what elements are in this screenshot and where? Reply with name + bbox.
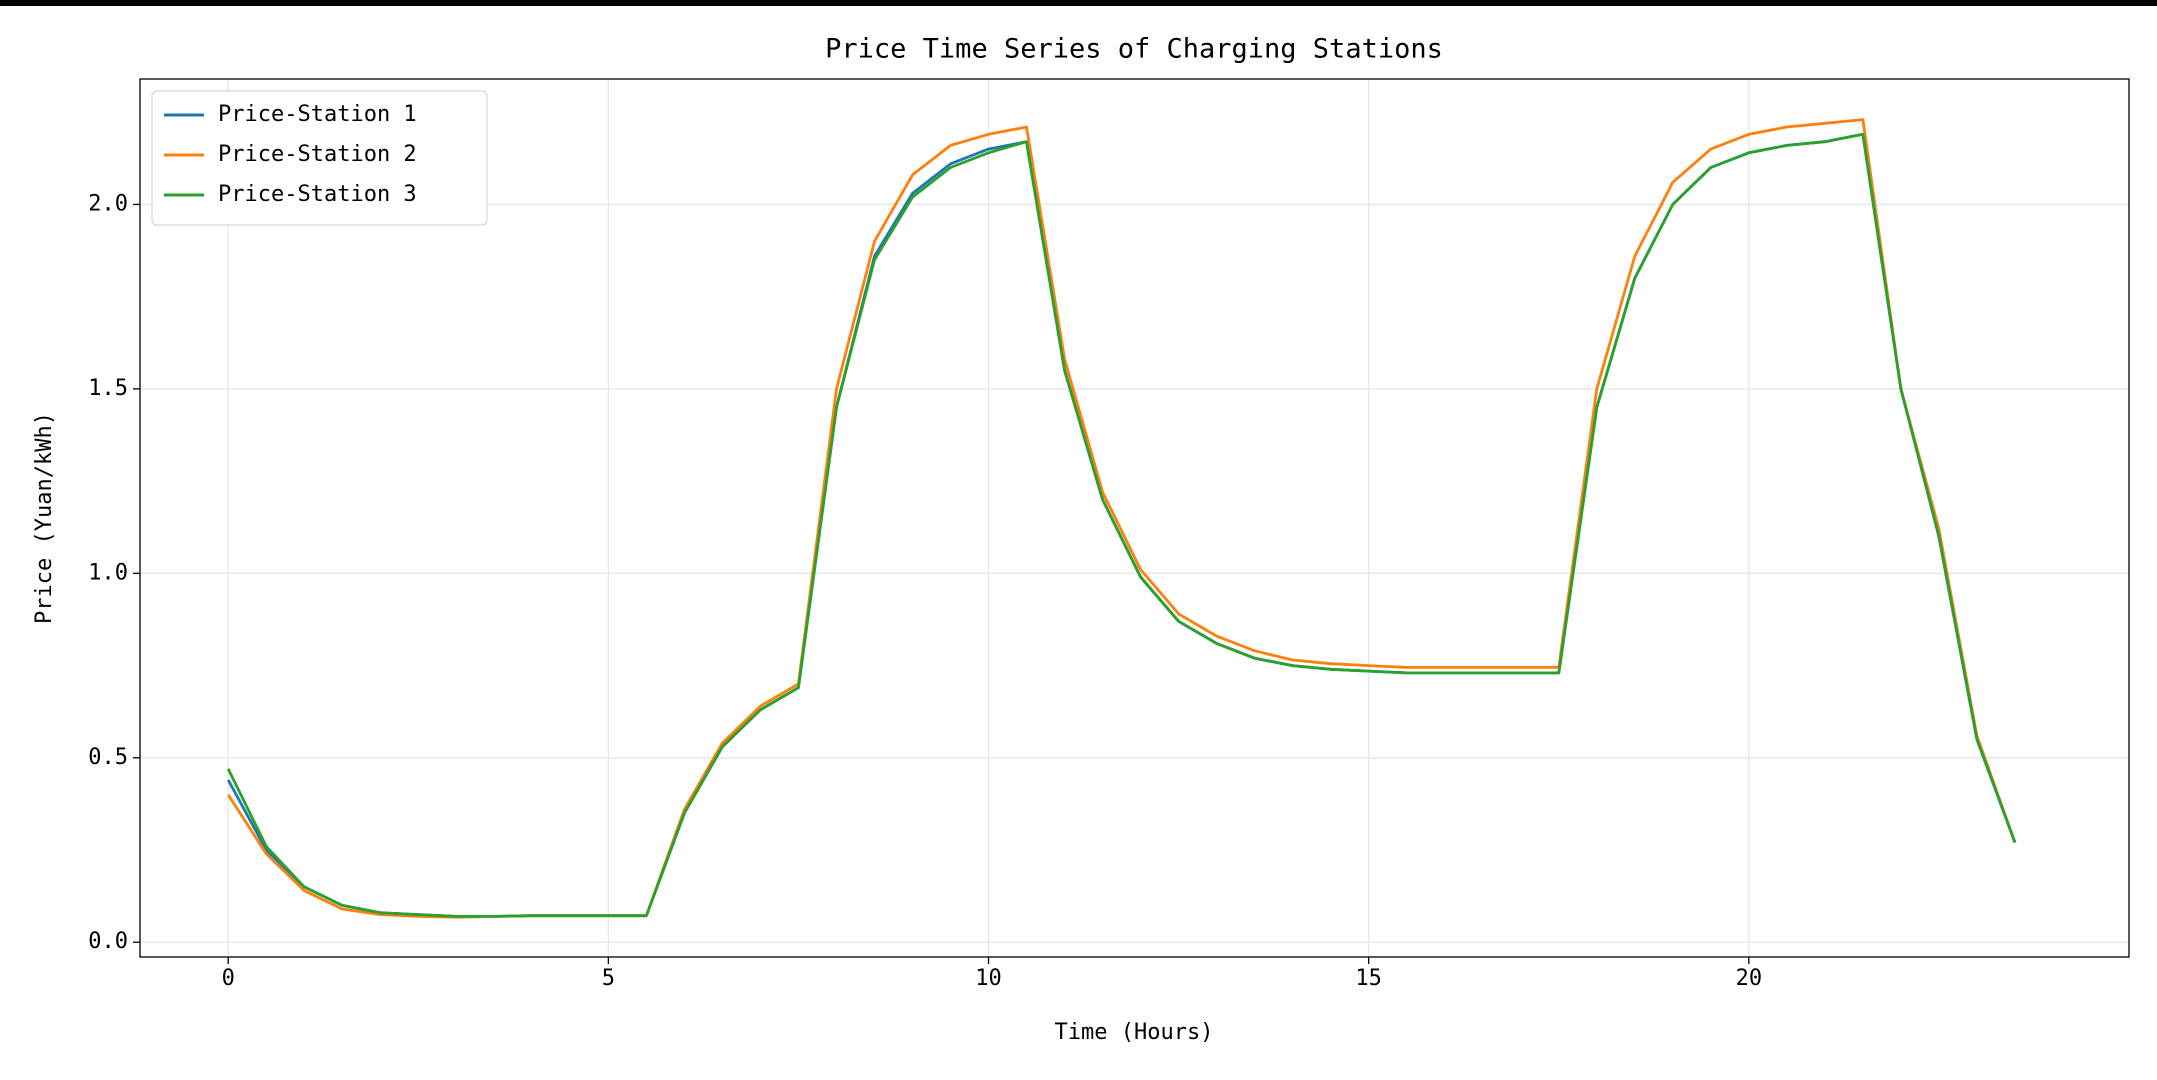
legend-box <box>151 90 488 226</box>
y-tick-label: 1.0 <box>88 560 128 585</box>
y-tick-label: 0.0 <box>88 929 128 954</box>
x-tick-label: 10 <box>975 966 1002 991</box>
x-axis-label: Time (Hours) <box>1055 1020 1214 1045</box>
x-tick-label: 0 <box>222 966 235 991</box>
plot-frame <box>139 78 2130 958</box>
x-tick-label: 15 <box>1355 966 1382 991</box>
chart-title: Price Time Series of Charging Stations <box>825 34 1443 65</box>
legend: Price-Station 1 Price-Station 2 Price-Stat… <box>151 90 488 226</box>
series-line <box>227 118 2017 919</box>
series-line <box>226 132 2017 918</box>
top-bar <box>0 0 2157 6</box>
y-tick-label: 0.5 <box>88 745 128 770</box>
x-tick-label: 5 <box>602 966 615 991</box>
legend-label: Price-Station 3 <box>218 182 417 207</box>
y-axis-label: Price (Yuan/kWh) <box>32 412 57 624</box>
legend-label: Price-Station 2 <box>218 142 417 167</box>
y-tick-label: 1.5 <box>88 376 128 401</box>
y-tick-label: 2.0 <box>88 191 128 216</box>
legend-label: Price-Station 1 <box>218 102 417 127</box>
series-line <box>226 132 2017 918</box>
x-tick-label: 20 <box>1736 966 1763 991</box>
